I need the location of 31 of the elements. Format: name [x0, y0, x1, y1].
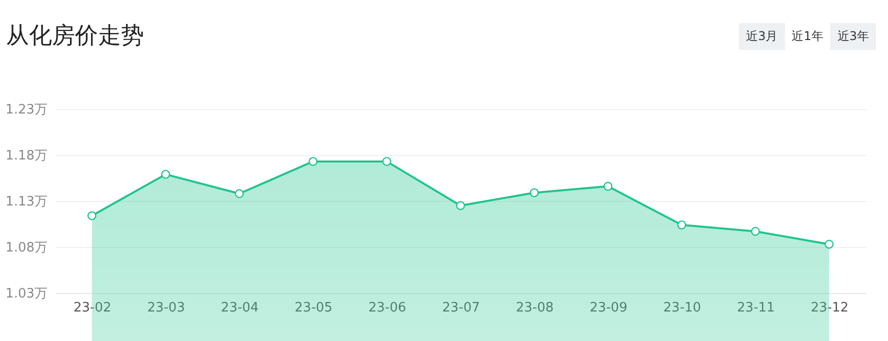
x-tick-label: 23-11 [737, 300, 775, 316]
text: 近3年 [836, 28, 870, 45]
point [234, 189, 244, 198]
y-tick-label: 1.08万 [6, 240, 48, 256]
y-tick-label: 1.18万 [6, 148, 48, 164]
point [824, 240, 834, 249]
point [456, 201, 465, 210]
x-tick-label: 23-04 [220, 300, 259, 316]
point [308, 156, 318, 166]
point [530, 188, 539, 198]
x-tick-label: 23-06 [368, 300, 406, 316]
point [382, 156, 392, 166]
y-tick-label: 1.13万 [6, 194, 48, 210]
chart-title: 从化房价走势 [6, 22, 144, 51]
text: 近3月 [745, 28, 779, 45]
y-tick-label: 1.23万 [6, 102, 48, 118]
point [750, 226, 760, 236]
x-tick-label: 23-05 [294, 300, 332, 316]
point [603, 182, 612, 191]
point [87, 211, 96, 220]
x-tick-label: 23-10 [663, 300, 702, 316]
x-tick-label: 23-02 [73, 300, 112, 316]
point [161, 170, 170, 179]
point [677, 220, 686, 230]
x-tick-label: 23-09 [590, 300, 628, 316]
x-tick-label: 23-08 [516, 300, 554, 316]
x-tick-label: 23-03 [147, 300, 185, 316]
y-tick-label: 1.03万 [6, 286, 48, 302]
x-tick-label: 23-12 [810, 300, 849, 316]
x-tick-label: 23-07 [442, 300, 480, 316]
text: 近1年 [784, 23, 830, 50]
